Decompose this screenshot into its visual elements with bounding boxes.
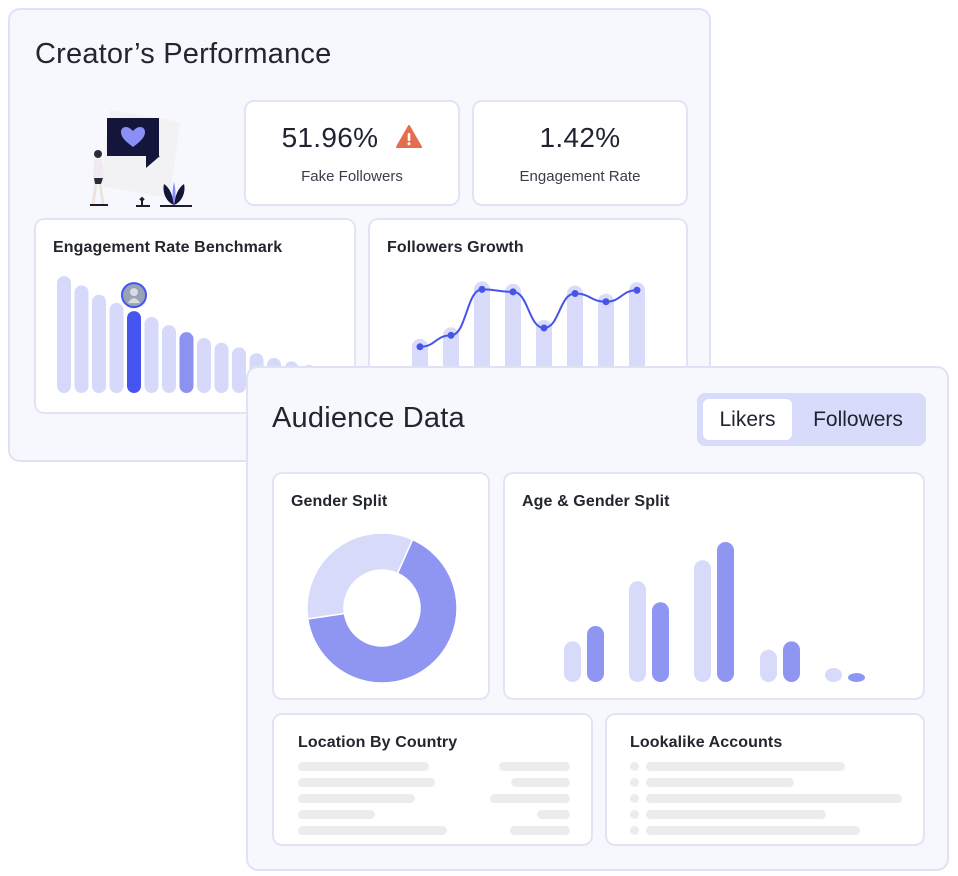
gender-split-chart bbox=[306, 532, 458, 684]
age-gender-split-title: Age & Gender Split bbox=[522, 493, 670, 510]
fake-followers-card: 51.96% Fake Followers bbox=[244, 100, 460, 206]
person-figure bbox=[90, 150, 108, 206]
followers-growth-title: Followers Growth bbox=[387, 239, 524, 256]
age-gender-bar bbox=[760, 649, 777, 682]
placeholder-line bbox=[646, 810, 826, 819]
placeholder-line bbox=[490, 794, 570, 803]
tab-followers[interactable]: Followers bbox=[813, 408, 903, 431]
gender-slice bbox=[306, 538, 458, 684]
placeholder-dot bbox=[630, 810, 639, 819]
growth-point bbox=[509, 288, 517, 296]
placeholder-line bbox=[298, 762, 429, 771]
benchmark-bar bbox=[197, 338, 211, 393]
small-plant-icon bbox=[136, 196, 150, 207]
audience-tabs: Likers Followers bbox=[697, 393, 926, 446]
engagement-rate-label: Engagement Rate bbox=[519, 168, 641, 185]
growth-point bbox=[416, 343, 424, 351]
creator-performance-title: Creator’s Performance bbox=[35, 38, 332, 70]
location-by-country-title: Location By Country bbox=[298, 734, 458, 751]
placeholder-line bbox=[298, 794, 415, 803]
engagement-rate-value: 1.42% bbox=[539, 122, 621, 153]
age-gender-split-card: Age & Gender Split bbox=[503, 472, 925, 700]
gender-slice bbox=[306, 532, 414, 620]
plant-icon bbox=[160, 182, 192, 207]
age-gender-bar bbox=[825, 668, 842, 682]
placeholder-line bbox=[646, 794, 902, 803]
placeholder-line bbox=[298, 778, 435, 787]
benchmark-bar bbox=[74, 285, 89, 393]
benchmark-bar bbox=[214, 342, 229, 393]
lookalike-accounts-title: Lookalike Accounts bbox=[630, 734, 783, 751]
age-gender-bar bbox=[848, 673, 865, 682]
creator-avatar-marker bbox=[121, 282, 147, 309]
warning-icon bbox=[396, 125, 423, 148]
placeholder-line bbox=[646, 778, 794, 787]
fake-followers-value-row: 51.96% bbox=[246, 122, 458, 154]
placeholder-line bbox=[298, 826, 447, 835]
location-by-country-card: Location By Country bbox=[272, 713, 593, 846]
placeholder-line bbox=[499, 762, 570, 771]
benchmark-bar bbox=[232, 347, 246, 393]
growth-line bbox=[419, 288, 638, 348]
tab-likers[interactable]: Likers bbox=[703, 399, 792, 440]
placeholder-line bbox=[537, 810, 570, 819]
placeholder-line bbox=[510, 826, 570, 835]
placeholder-dot bbox=[630, 826, 639, 835]
placeholder-dot bbox=[630, 794, 639, 803]
age-gender-bar bbox=[564, 641, 581, 682]
benchmark-bar bbox=[179, 332, 194, 393]
audience-data-title: Audience Data bbox=[272, 402, 465, 434]
placeholder-dot bbox=[630, 762, 639, 771]
placeholder-line bbox=[646, 826, 860, 835]
age-gender-bar bbox=[652, 602, 669, 682]
placeholder-dot bbox=[630, 778, 639, 787]
fake-followers-label: Fake Followers bbox=[301, 168, 403, 185]
benchmark-bar bbox=[144, 316, 159, 393]
placeholder-line bbox=[646, 762, 845, 771]
benchmark-bar bbox=[57, 276, 71, 393]
lookalike-accounts-card: Lookalike Accounts bbox=[605, 713, 925, 846]
growth-point bbox=[540, 324, 548, 332]
engagement-rate-card: 1.42% Engagement Rate bbox=[472, 100, 688, 206]
fake-followers-value: 51.96% bbox=[281, 122, 379, 153]
age-gender-bar bbox=[694, 560, 711, 682]
age-gender-bar bbox=[587, 626, 604, 682]
age-gender-bar bbox=[629, 581, 646, 682]
placeholder-line bbox=[511, 778, 570, 787]
benchmark-bar bbox=[162, 325, 176, 393]
growth-point bbox=[602, 298, 610, 306]
growth-point bbox=[633, 286, 641, 294]
growth-point bbox=[478, 285, 486, 293]
growth-point bbox=[447, 331, 455, 339]
gender-split-card: Gender Split bbox=[272, 472, 490, 700]
creator-illustration bbox=[90, 110, 192, 207]
engagement-benchmark-title: Engagement Rate Benchmark bbox=[53, 239, 283, 256]
heart-speech-bubble-icon bbox=[107, 118, 160, 168]
benchmark-bar bbox=[127, 311, 141, 393]
audience-data-panel: Audience Data Likers Followers Gender Sp… bbox=[246, 366, 949, 871]
benchmark-bar bbox=[109, 302, 124, 393]
benchmark-bar bbox=[92, 294, 106, 393]
gender-split-title: Gender Split bbox=[291, 493, 388, 510]
age-gender-bar bbox=[717, 542, 734, 682]
placeholder-line bbox=[298, 810, 375, 819]
age-gender-split-chart bbox=[564, 542, 865, 682]
growth-point bbox=[571, 290, 579, 297]
age-gender-bar bbox=[783, 641, 800, 682]
